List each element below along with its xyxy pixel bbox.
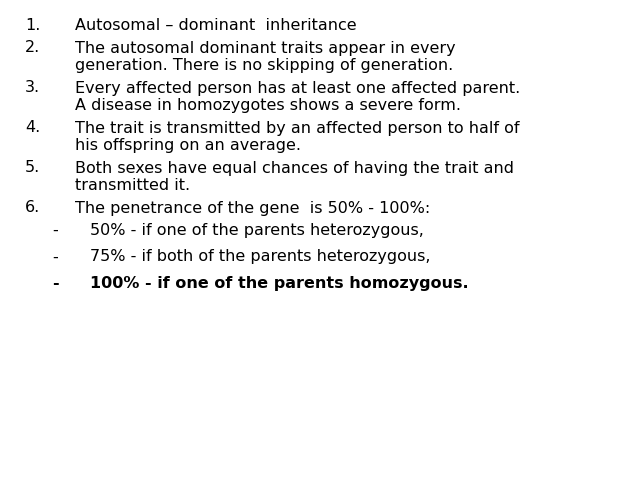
Text: 4.: 4. xyxy=(25,120,40,135)
Text: 3.: 3. xyxy=(25,81,40,96)
Text: generation. There is no skipping of generation.: generation. There is no skipping of gene… xyxy=(75,58,453,73)
Text: The penetrance of the gene  is 50% - 100%:: The penetrance of the gene is 50% - 100%… xyxy=(75,201,430,216)
Text: Both sexes have equal chances of having the trait and: Both sexes have equal chances of having … xyxy=(75,160,514,176)
Text: Autosomal – dominant  inheritance: Autosomal – dominant inheritance xyxy=(75,18,356,33)
Text: Every affected person has at least one affected parent.: Every affected person has at least one a… xyxy=(75,81,520,96)
Text: 6.: 6. xyxy=(25,201,40,216)
Text: 75% - if both of the parents heterozygous,: 75% - if both of the parents heterozygou… xyxy=(90,250,431,264)
Text: -: - xyxy=(52,223,58,238)
Text: his offspring on an average.: his offspring on an average. xyxy=(75,138,301,153)
Text: 1.: 1. xyxy=(25,18,40,33)
Text: The autosomal dominant traits appear in every: The autosomal dominant traits appear in … xyxy=(75,40,456,56)
Text: 5.: 5. xyxy=(25,160,40,176)
Text: 2.: 2. xyxy=(25,40,40,56)
Text: 100% - if one of the parents homozygous.: 100% - if one of the parents homozygous. xyxy=(90,276,468,291)
Text: A disease in homozygotes shows a severe form.: A disease in homozygotes shows a severe … xyxy=(75,98,461,113)
Text: -: - xyxy=(52,250,58,264)
Text: The trait is transmitted by an affected person to half of: The trait is transmitted by an affected … xyxy=(75,120,520,135)
Text: -: - xyxy=(52,276,59,291)
Text: transmitted it.: transmitted it. xyxy=(75,178,190,193)
Text: 50% - if one of the parents heterozygous,: 50% - if one of the parents heterozygous… xyxy=(90,223,424,238)
